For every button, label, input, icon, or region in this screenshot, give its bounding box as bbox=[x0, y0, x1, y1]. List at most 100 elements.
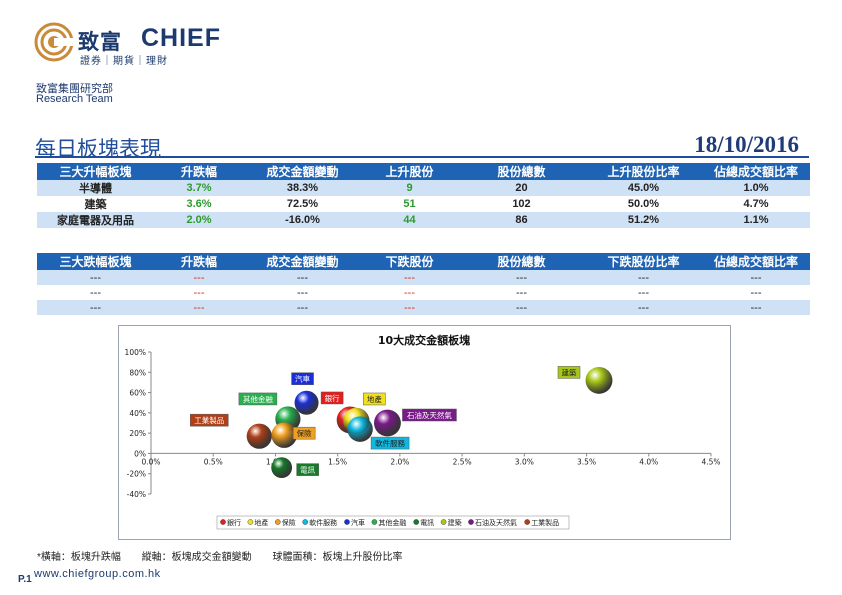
bubble-label: 地產 bbox=[367, 394, 382, 404]
x-tick-label: 3.0% bbox=[515, 457, 534, 466]
title-divider bbox=[35, 156, 809, 158]
chart-footnote: *橫軸：板塊升跌幅 縱軸：板塊成交金額變動 球體面積：板塊上升股份比率 bbox=[37, 548, 420, 563]
gainers-col-header: 成交金額變動 bbox=[244, 163, 361, 180]
gainers-header-row: 三大升幅板塊 升跌幅 成交金額變動 上升股份 股份總數 上升股份比率 佔總成交額… bbox=[37, 163, 810, 180]
sector-name: 家庭電器及用品 bbox=[37, 212, 154, 228]
y-tick-label: 80% bbox=[129, 368, 146, 377]
turnover-change: 38.3% bbox=[244, 180, 361, 196]
x-tick-label: 0.0% bbox=[141, 457, 160, 466]
bubble-chart-svg: 10大成交金額板塊 100% 80% 60% 40% 20% 0% -20% -40% 0.0%… bbox=[125, 333, 721, 530]
bubble-label-bg bbox=[292, 426, 316, 440]
bubble-汽車 bbox=[294, 390, 319, 415]
total-stocks: --- bbox=[458, 300, 585, 315]
turnover-share: --- bbox=[702, 270, 810, 285]
brand-subtitle: 證券｜期貨｜理財 bbox=[80, 56, 168, 67]
sector-change: --- bbox=[154, 300, 244, 315]
page-number: P.1 bbox=[18, 574, 32, 585]
bubble-label: 保險 bbox=[297, 428, 312, 438]
falling-stocks: --- bbox=[361, 300, 458, 315]
sector-change: 3.6% bbox=[186, 198, 212, 210]
department-en: Research Team bbox=[36, 93, 113, 105]
legend-marker bbox=[413, 519, 420, 525]
y-tick-label: -40% bbox=[127, 490, 146, 499]
bubble-保險 bbox=[271, 422, 297, 448]
x-tick-label: 2.0% bbox=[390, 457, 409, 466]
table-row: --- --- --- --- --- --- --- bbox=[37, 270, 810, 285]
page-title: 每日板塊表現 bbox=[35, 137, 161, 161]
legend-marker bbox=[440, 519, 447, 525]
bubble-label: 工業製品 bbox=[194, 415, 224, 425]
table-row: --- --- --- --- --- --- --- bbox=[37, 285, 810, 300]
legend-item: 建築 bbox=[448, 518, 462, 527]
falling-stocks: --- bbox=[361, 270, 458, 285]
total-stocks: 86 bbox=[458, 212, 585, 228]
y-tick-label: 40% bbox=[129, 409, 146, 418]
rising-ratio: 45.0% bbox=[585, 180, 702, 196]
legend-item: 保險 bbox=[282, 518, 296, 527]
sector-change: --- bbox=[193, 286, 205, 299]
bubble-chart: 10大成交金額板塊 100% 80% 60% 40% 20% 0% -20% -40% 0.0%… bbox=[118, 325, 731, 540]
legend-marker bbox=[247, 519, 254, 525]
falling-ratio: --- bbox=[585, 270, 702, 285]
rising-ratio: 51.2% bbox=[585, 212, 702, 228]
gainers-col-header: 升跌幅 bbox=[154, 163, 244, 180]
department-cn: 致富集團研究部 bbox=[36, 83, 113, 95]
x-tick-label: 1.5% bbox=[328, 457, 347, 466]
sector-change: --- bbox=[154, 270, 244, 285]
losers-col-header: 下跌股份比率 bbox=[585, 253, 702, 270]
legend-item: 石油及天然氣 bbox=[475, 518, 517, 527]
website-link[interactable]: www.chiefgroup.com.hk bbox=[34, 568, 161, 580]
footnote-x-axis: *橫軸：板塊升跌幅 bbox=[37, 552, 121, 563]
y-tick-label: 60% bbox=[129, 389, 146, 398]
y-tick-label: 0% bbox=[134, 449, 146, 458]
x-tick-label: 3.5% bbox=[577, 457, 596, 466]
legend-item: 其他金融 bbox=[378, 518, 406, 527]
bubble-label-bg bbox=[320, 391, 344, 405]
losers-header-row: 三大跌幅板塊 升跌幅 成交金額變動 下跌股份 股份總數 下跌股份比率 佔總成交額… bbox=[37, 253, 810, 270]
table-row: 建築 3.6% 72.5% 51 102 50.0% 4.7% bbox=[37, 196, 810, 212]
turnover-share: 1.1% bbox=[702, 212, 810, 228]
brand-name-cn: 致富 bbox=[78, 31, 122, 54]
bubble-label: 汽車 bbox=[295, 374, 310, 384]
chart-title: 10大成交金額板塊 bbox=[378, 333, 470, 347]
report-date: 18/10/2016 bbox=[694, 132, 799, 157]
legend-item: 工業製品 bbox=[531, 518, 559, 527]
turnover-share: --- bbox=[702, 300, 810, 315]
legend-item: 電訊 bbox=[420, 518, 434, 527]
gainers-col-header: 上升股份比率 bbox=[585, 163, 702, 180]
rising-stocks: 51 bbox=[403, 198, 416, 210]
legend-marker bbox=[220, 519, 226, 525]
gainers-col-header: 股份總數 bbox=[458, 163, 585, 180]
gainers-col-header: 上升股份 bbox=[361, 163, 458, 180]
legend-item: 軟件服務 bbox=[309, 518, 337, 527]
falling-ratio: --- bbox=[638, 286, 649, 299]
bubble-label-bg bbox=[291, 372, 314, 385]
x-tick-label: 4.5% bbox=[701, 457, 720, 466]
x-tick-label: 4.0% bbox=[639, 457, 658, 466]
rising-ratio: 50.0% bbox=[627, 198, 660, 210]
x-tick-label: 2.5% bbox=[453, 457, 472, 466]
legend-marker bbox=[302, 519, 308, 525]
turnover-change: --- bbox=[244, 300, 361, 315]
bubble-建築 bbox=[585, 366, 613, 394]
legend-box bbox=[216, 515, 570, 530]
sector-name: --- bbox=[90, 286, 101, 299]
bubble-label: 銀行 bbox=[325, 393, 340, 403]
losers-col-header: 成交金額變動 bbox=[244, 253, 361, 270]
top-losers-table: 三大跌幅板塊 升跌幅 成交金額變動 下跌股份 股份總數 下跌股份比率 佔總成交額… bbox=[37, 253, 810, 315]
rising-stocks: 44 bbox=[361, 212, 458, 228]
sector-name: 建築 bbox=[84, 199, 107, 211]
sector-name: --- bbox=[37, 300, 154, 315]
losers-col-header: 三大跌幅板塊 bbox=[37, 253, 154, 270]
sector-change: 2.0% bbox=[154, 212, 244, 228]
bubble-label: 石油及天然氣 bbox=[407, 410, 452, 420]
bubble-label-bg bbox=[363, 392, 386, 406]
legend-marker bbox=[344, 519, 350, 525]
losers-col-header: 股份總數 bbox=[458, 253, 585, 270]
turnover-change: --- bbox=[244, 270, 361, 285]
top-gainers-table: 三大升幅板塊 升跌幅 成交金額變動 上升股份 股份總數 上升股份比率 佔總成交額… bbox=[37, 163, 810, 228]
legend-item: 汽車 bbox=[351, 518, 365, 527]
gainers-col-header: 三大升幅板塊 bbox=[37, 163, 154, 180]
legend-item: 銀行 bbox=[227, 518, 241, 527]
legend-marker bbox=[524, 519, 531, 525]
